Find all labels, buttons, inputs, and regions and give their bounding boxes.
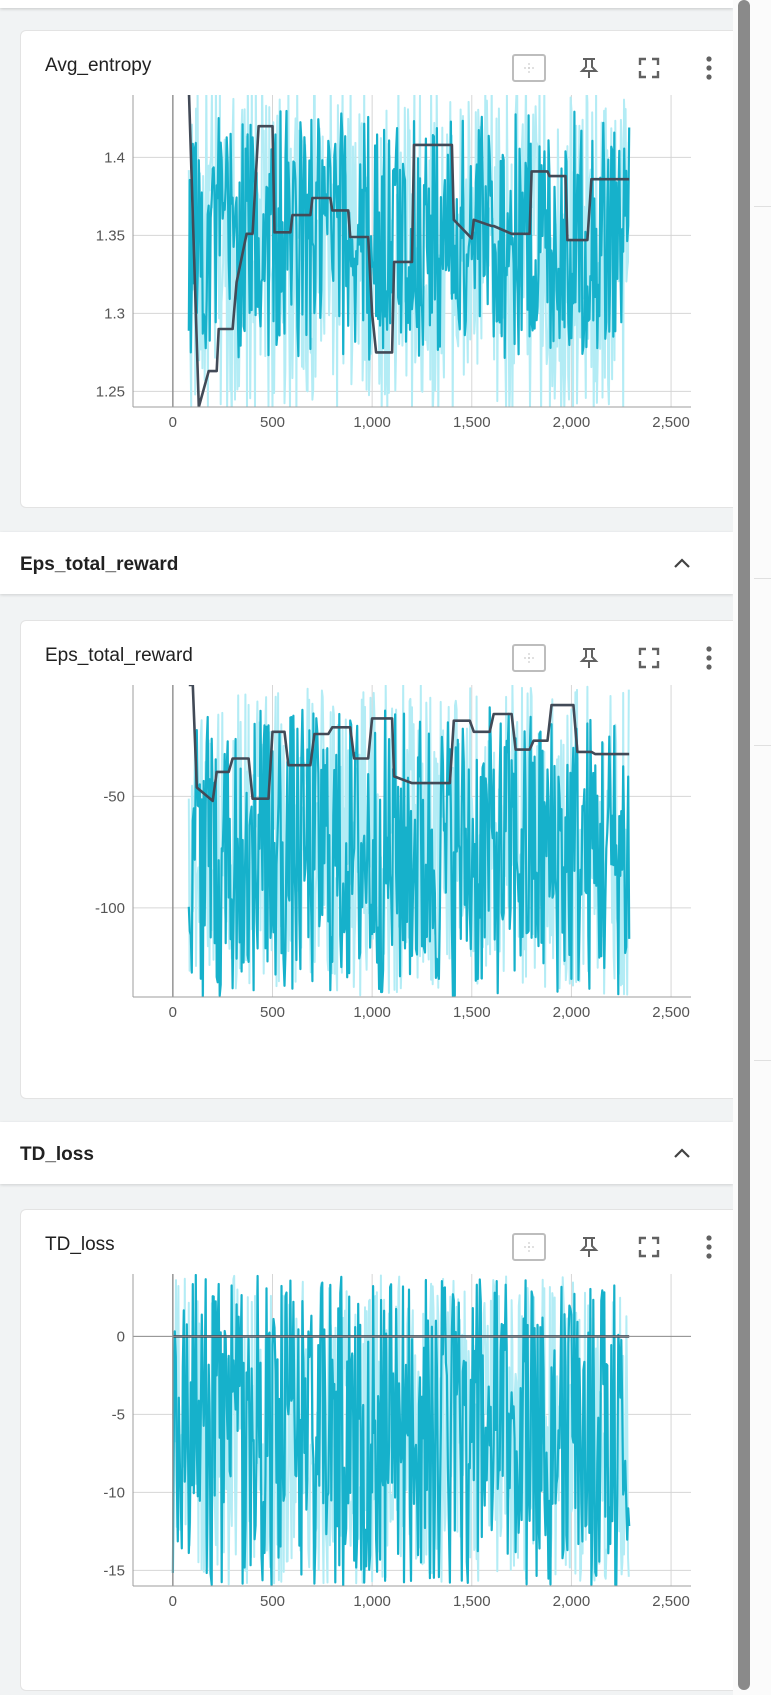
smoothed-series-line bbox=[171, 1274, 631, 1586]
x-tick-label: 500 bbox=[260, 1004, 285, 1021]
fullscreen-icon bbox=[638, 1236, 660, 1258]
smoothed-series-line bbox=[187, 109, 631, 361]
x-tick-label: 0 bbox=[169, 1004, 177, 1021]
x-tick-label: 1,000 bbox=[353, 1004, 391, 1021]
trend-series-line bbox=[188, 685, 630, 803]
td-loss-chart[interactable]: 0 500 1,000 1,500 2,000 2,500 -15 -10 -5 0 bbox=[21, 1270, 701, 1670]
side-divider bbox=[754, 206, 771, 207]
fit-domain-button[interactable] bbox=[511, 53, 547, 83]
x-tick-label: 2,500 bbox=[652, 1004, 690, 1021]
chevron-up-icon bbox=[674, 1148, 690, 1158]
more-vert-icon bbox=[706, 646, 712, 670]
fit-domain-icon bbox=[512, 1233, 546, 1261]
y-tick-label: 1.4 bbox=[104, 149, 125, 166]
y-tick-label: -100 bbox=[95, 900, 125, 917]
trend-series-line bbox=[187, 95, 630, 407]
previous-card-edge bbox=[0, 0, 733, 8]
section-title: Eps_total_reward bbox=[20, 554, 179, 575]
fullscreen-button[interactable] bbox=[631, 1232, 667, 1262]
section-header-eps-total-reward[interactable]: Eps_total_reward bbox=[0, 532, 733, 594]
x-tick-label: 0 bbox=[169, 414, 177, 431]
y-tick-label: -15 bbox=[103, 1562, 125, 1579]
pin-icon bbox=[579, 1237, 599, 1257]
fullscreen-icon bbox=[638, 57, 660, 79]
section-title: TD_loss bbox=[20, 1144, 94, 1165]
section-header-td-loss[interactable]: TD_loss bbox=[0, 1122, 733, 1184]
plot-area bbox=[187, 685, 631, 997]
card-title: Eps_total_reward bbox=[45, 645, 193, 666]
avg-entropy-chart[interactable]: 0 500 1,000 1,500 2,000 2,500 1.25 1.3 1.35 1.4 bbox=[21, 91, 701, 491]
pin-button[interactable] bbox=[571, 643, 607, 673]
x-tick-label: 1,000 bbox=[353, 1593, 391, 1610]
pin-icon bbox=[579, 648, 599, 668]
x-tick-label: 2,000 bbox=[553, 1593, 591, 1610]
chevron-up-icon bbox=[674, 558, 690, 568]
chart-card-eps-total-reward: Eps_total_reward 0 500 1,000 1,500 2,000 2,50… bbox=[20, 620, 734, 1099]
chart-card-avg-entropy: Avg_entropy 0 500 1,000 1,500 2,000 2,500 1.25… bbox=[20, 30, 734, 508]
card-title: Avg_entropy bbox=[45, 55, 152, 76]
card-title: TD_loss bbox=[45, 1234, 115, 1255]
collapse-button[interactable] bbox=[667, 1138, 697, 1168]
pin-button[interactable] bbox=[571, 1232, 607, 1262]
x-tick-label: 2,000 bbox=[553, 414, 591, 431]
fit-domain-icon bbox=[512, 54, 546, 82]
y-tick-label: -50 bbox=[103, 788, 125, 805]
fullscreen-icon bbox=[638, 647, 660, 669]
x-tick-label: 1,500 bbox=[453, 1593, 491, 1610]
chart-card-td-loss: TD_loss 0 500 1,000 1,500 2,000 2,500 -15 -10 -5… bbox=[20, 1209, 734, 1691]
x-tick-label: 500 bbox=[260, 1593, 285, 1610]
more-options-button[interactable] bbox=[691, 53, 727, 83]
plot-area bbox=[171, 1274, 631, 1586]
fit-domain-button[interactable] bbox=[511, 1232, 547, 1262]
x-tick-label: 1,500 bbox=[453, 414, 491, 431]
eps-total-reward-chart[interactable]: 0 500 1,000 1,500 2,000 2,500 -100 -50 bbox=[21, 681, 701, 1081]
x-tick-label: 2,500 bbox=[652, 414, 690, 431]
x-tick-label: 1,500 bbox=[453, 1004, 491, 1021]
x-tick-label: 0 bbox=[169, 1593, 177, 1610]
pin-button[interactable] bbox=[571, 53, 607, 83]
main-content: Avg_entropy 0 500 1,000 1,500 2,000 2,500 1.25… bbox=[0, 0, 734, 1691]
y-tick-label: 1.25 bbox=[96, 383, 125, 400]
fullscreen-button[interactable] bbox=[631, 53, 667, 83]
y-tick-label: 1.3 bbox=[104, 305, 125, 322]
collapse-button[interactable] bbox=[667, 548, 697, 578]
fit-domain-button[interactable] bbox=[511, 643, 547, 673]
y-tick-label: 1.35 bbox=[96, 227, 125, 244]
side-divider bbox=[754, 578, 771, 579]
side-divider bbox=[754, 1060, 771, 1061]
x-tick-label: 1,000 bbox=[353, 414, 391, 431]
more-options-button[interactable] bbox=[691, 643, 727, 673]
y-tick-label: 0 bbox=[117, 1328, 125, 1345]
plot-area bbox=[187, 95, 631, 407]
side-divider bbox=[754, 745, 771, 746]
fit-domain-icon bbox=[512, 644, 546, 672]
y-tick-label: -5 bbox=[112, 1406, 125, 1423]
fullscreen-button[interactable] bbox=[631, 643, 667, 673]
x-tick-label: 2,000 bbox=[553, 1004, 591, 1021]
raw-series-line bbox=[187, 95, 630, 407]
more-options-button[interactable] bbox=[691, 1232, 727, 1262]
pin-icon bbox=[579, 58, 599, 78]
raw-series-line bbox=[171, 1274, 630, 1586]
y-tick-label: -10 bbox=[103, 1484, 125, 1501]
x-tick-label: 2,500 bbox=[652, 1593, 690, 1610]
x-tick-label: 500 bbox=[260, 414, 285, 431]
more-vert-icon bbox=[706, 1235, 712, 1259]
scrollbar-thumb[interactable] bbox=[738, 0, 750, 1690]
smoothed-series-line bbox=[187, 706, 631, 997]
more-vert-icon bbox=[706, 56, 712, 80]
